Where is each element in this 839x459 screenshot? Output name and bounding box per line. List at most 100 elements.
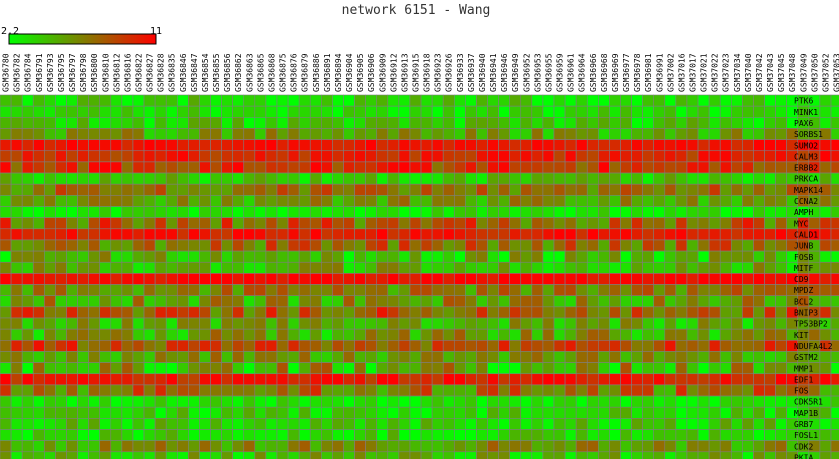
heatmap-cell bbox=[742, 172, 754, 185]
heatmap-cell bbox=[542, 250, 555, 263]
heatmap-cell bbox=[276, 306, 289, 319]
heatmap-cell bbox=[44, 395, 56, 408]
heatmap-cell bbox=[254, 418, 267, 430]
heatmap-cell bbox=[764, 105, 776, 118]
heatmap-cell bbox=[321, 440, 333, 453]
heatmap-cell bbox=[199, 105, 211, 118]
heatmap-cell bbox=[431, 117, 444, 129]
heatmap-cell bbox=[143, 384, 156, 397]
heatmap-cell bbox=[154, 395, 167, 408]
heatmap-cell bbox=[387, 250, 400, 263]
heatmap-cell bbox=[819, 273, 832, 285]
heatmap-cell bbox=[531, 128, 544, 140]
heatmap-cell bbox=[398, 239, 411, 252]
heatmap-cell bbox=[764, 373, 776, 386]
heatmap-cell bbox=[830, 384, 839, 397]
heatmap-cell bbox=[287, 128, 300, 140]
heatmap-cell bbox=[575, 128, 588, 140]
heatmap-cell bbox=[243, 217, 256, 230]
heatmap-cell bbox=[719, 440, 732, 453]
heatmap-cell bbox=[631, 429, 643, 441]
heatmap-cell bbox=[753, 261, 765, 274]
heatmap-cell bbox=[287, 150, 300, 163]
heatmap-cell bbox=[708, 261, 721, 274]
heatmap-cell bbox=[764, 284, 776, 296]
heatmap-cell bbox=[99, 273, 112, 285]
heatmap-cell bbox=[10, 183, 23, 196]
heatmap-cell bbox=[775, 195, 787, 207]
heatmap-cell bbox=[431, 362, 444, 375]
heatmap-cell bbox=[409, 306, 422, 319]
heatmap-cell bbox=[819, 250, 832, 263]
heatmap-cell bbox=[66, 239, 78, 252]
heatmap-cell bbox=[487, 362, 499, 375]
heatmap-cell bbox=[176, 351, 189, 363]
heatmap-cell bbox=[686, 161, 699, 174]
heatmap-cell bbox=[188, 161, 200, 174]
heatmap-cell bbox=[420, 239, 433, 252]
heatmap-cell bbox=[542, 273, 555, 285]
heatmap-cell bbox=[465, 373, 477, 386]
heatmap-cell bbox=[0, 384, 12, 397]
heatmap-cell bbox=[509, 239, 522, 252]
heatmap-cell bbox=[165, 418, 178, 430]
heatmap-cell bbox=[564, 150, 577, 163]
heatmap-cell bbox=[254, 451, 267, 459]
heatmap-cell bbox=[664, 395, 677, 408]
heatmap-cell bbox=[830, 139, 839, 152]
heatmap-cell bbox=[598, 94, 610, 107]
heatmap-cell bbox=[276, 418, 289, 430]
heatmap-cell bbox=[66, 250, 78, 263]
heatmap-cell bbox=[210, 172, 222, 185]
column-label: GSM37023 bbox=[722, 53, 731, 92]
heatmap-cell bbox=[176, 128, 189, 140]
heatmap-cell bbox=[708, 161, 721, 174]
heatmap-cell bbox=[121, 284, 134, 296]
heatmap-cell bbox=[686, 351, 699, 363]
heatmap-cell bbox=[753, 183, 765, 196]
heatmap-cell bbox=[21, 384, 34, 397]
heatmap-cell bbox=[764, 351, 776, 363]
heatmap-cell bbox=[442, 161, 455, 174]
heatmap-cell bbox=[431, 105, 444, 118]
heatmap-cell bbox=[620, 328, 632, 341]
heatmap-cell bbox=[819, 206, 832, 218]
heatmap-cell bbox=[21, 328, 34, 341]
heatmap-cell bbox=[675, 261, 688, 274]
heatmap-cell bbox=[232, 128, 245, 140]
heatmap-cell bbox=[742, 105, 754, 118]
heatmap-cell bbox=[520, 317, 533, 330]
heatmap-cell bbox=[609, 273, 621, 285]
heatmap-cell bbox=[476, 117, 488, 129]
heatmap-cell bbox=[0, 206, 12, 218]
heatmap-cell bbox=[520, 373, 533, 386]
heatmap-cell bbox=[165, 429, 178, 441]
heatmap-cell bbox=[77, 195, 89, 207]
heatmap-cell bbox=[675, 273, 688, 285]
heatmap-cell bbox=[498, 406, 510, 419]
heatmap-cell bbox=[730, 239, 743, 252]
heatmap-cell bbox=[254, 373, 267, 386]
heatmap-cell bbox=[199, 306, 211, 319]
heatmap-cell bbox=[77, 384, 89, 397]
heatmap-cell bbox=[154, 228, 167, 241]
column-label: GSM36812 bbox=[112, 53, 121, 92]
heatmap-cell bbox=[199, 295, 211, 308]
heatmap-cell bbox=[575, 273, 588, 285]
heatmap-cell bbox=[165, 406, 178, 419]
column-label: GSM36810 bbox=[101, 53, 110, 92]
heatmap-cell bbox=[442, 451, 455, 459]
heatmap-cell bbox=[531, 351, 544, 363]
heatmap-cell bbox=[343, 183, 355, 196]
heatmap-cell bbox=[376, 328, 389, 341]
heatmap-cell bbox=[32, 373, 45, 386]
heatmap-cell bbox=[66, 351, 78, 363]
heatmap-cell bbox=[653, 117, 666, 129]
heatmap-cell bbox=[675, 250, 688, 263]
heatmap-cell bbox=[0, 217, 12, 230]
heatmap-cell bbox=[154, 440, 167, 453]
heatmap-cell bbox=[487, 139, 499, 152]
heatmap-cell bbox=[575, 328, 588, 341]
heatmap-cell bbox=[354, 161, 366, 174]
column-label: GSM36782 bbox=[13, 53, 22, 92]
